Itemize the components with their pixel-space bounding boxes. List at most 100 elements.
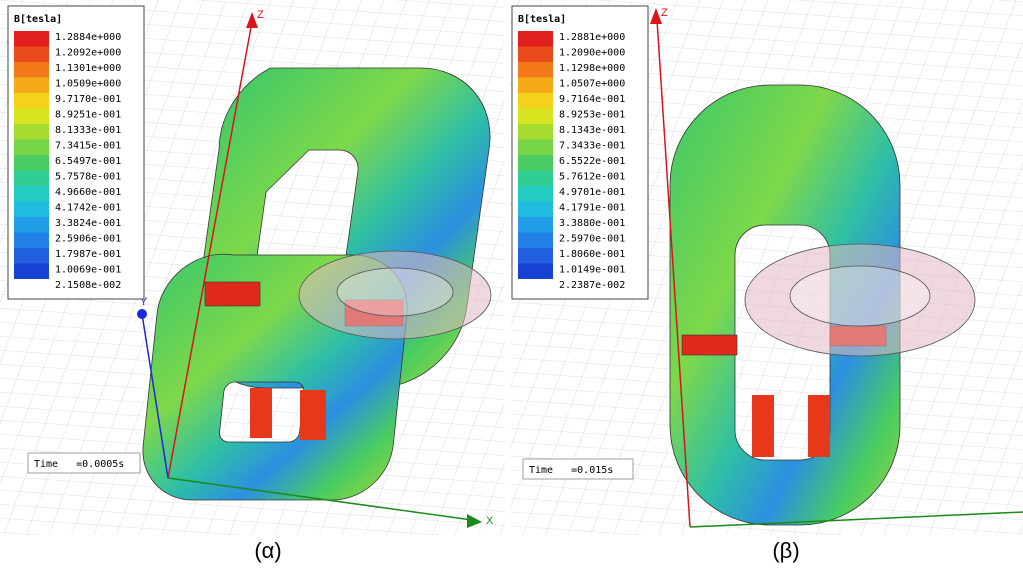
legend-value: 9.7170e-001 xyxy=(55,94,121,105)
legend-swatch xyxy=(518,31,553,47)
legend-value: 1.7987e-001 xyxy=(55,249,121,260)
z-axis xyxy=(167,21,253,479)
legend-swatch xyxy=(14,62,49,78)
legend-swatch xyxy=(518,62,553,78)
legend-value: 1.2884e+000 xyxy=(55,32,121,43)
legend-swatch xyxy=(14,201,49,217)
legend-swatch xyxy=(14,170,49,186)
legend-title: B[tesla] xyxy=(14,14,62,25)
legend-swatch xyxy=(14,263,49,279)
time-box xyxy=(27,452,141,474)
arrow xyxy=(246,12,258,28)
legend-swatch xyxy=(518,232,553,248)
legend-value: 4.1742e-001 xyxy=(55,203,121,214)
legend-value: 7.3415e-001 xyxy=(55,141,121,152)
legend-value: 1.1298e+000 xyxy=(559,63,625,74)
legend-value: 3.3880e-001 xyxy=(559,218,625,229)
legend-value: 2.2387e-002 xyxy=(559,280,625,291)
legend-value: 7.3433e-001 xyxy=(559,141,625,152)
legend-value: 1.1301e+000 xyxy=(55,63,121,74)
legend-swatch xyxy=(518,248,553,264)
x-label: X xyxy=(486,515,494,527)
hotspot xyxy=(204,281,261,307)
time-box xyxy=(522,458,634,480)
legend-swatch xyxy=(518,155,553,171)
legend-swatch xyxy=(14,31,49,47)
arrow xyxy=(650,8,662,24)
legend-swatch xyxy=(14,155,49,171)
legend-swatch xyxy=(518,217,553,233)
axes-right xyxy=(650,8,1023,528)
legend-value: 2.5970e-001 xyxy=(559,234,625,245)
coil xyxy=(744,243,976,357)
legend-swatch xyxy=(14,139,49,155)
legend-value: 1.2090e+000 xyxy=(559,48,625,59)
legend-swatch xyxy=(518,108,553,124)
legend-value: 1.0509e+000 xyxy=(55,79,121,90)
y-label: Y xyxy=(140,296,148,308)
legend-swatch xyxy=(518,170,553,186)
legend-swatch xyxy=(14,108,49,124)
legend-value: 5.7578e-001 xyxy=(55,172,121,183)
z-axis xyxy=(656,19,691,528)
coil-hole xyxy=(789,265,931,327)
hotspot xyxy=(681,334,738,356)
legend-value: 1.0069e-001 xyxy=(55,265,121,276)
x-axis xyxy=(167,477,473,521)
legend-swatch xyxy=(518,263,553,279)
legend-swatch xyxy=(14,124,49,140)
legend-value: 4.9701e-001 xyxy=(559,187,625,198)
hotspot xyxy=(752,395,774,457)
core-model xyxy=(669,84,976,526)
legend-swatch xyxy=(14,93,49,109)
legend-value: 9.7164e-001 xyxy=(559,94,625,105)
legend-title: B[tesla] xyxy=(518,14,566,25)
hotspot xyxy=(250,388,272,438)
axes-left xyxy=(137,12,482,528)
core-model xyxy=(142,67,492,501)
legend-value: 6.5522e-001 xyxy=(559,156,625,167)
legend-value: 2.1508e-002 xyxy=(55,280,121,291)
legend-value: 3.3824e-001 xyxy=(55,218,121,229)
legend-value: 5.7612e-001 xyxy=(559,172,625,183)
legend-value: 1.2881e+000 xyxy=(559,32,625,43)
legend-swatch xyxy=(518,124,553,140)
legend-swatch xyxy=(14,232,49,248)
caption: (β) xyxy=(772,538,799,563)
coil-hole xyxy=(336,267,454,317)
time-label: Time =0.015s xyxy=(529,465,613,476)
legend-value: 6.5497e-001 xyxy=(55,156,121,167)
coil xyxy=(298,250,492,340)
legend-value: 2.5906e-001 xyxy=(55,234,121,245)
legend-swatch xyxy=(14,217,49,233)
legend-value: 1.8060e-001 xyxy=(559,249,625,260)
legend-value: 1.2092e+000 xyxy=(55,48,121,59)
core xyxy=(669,84,901,526)
legend-swatch xyxy=(518,201,553,217)
legend-swatch xyxy=(518,77,553,93)
axis-dot xyxy=(137,309,147,319)
legend-value: 1.0507e+000 xyxy=(559,79,625,90)
hotspot xyxy=(808,395,830,457)
y-axis xyxy=(141,313,169,479)
legend-swatch xyxy=(14,77,49,93)
arrow xyxy=(467,514,482,528)
legend-swatch xyxy=(14,248,49,264)
hotspot xyxy=(300,390,326,440)
legend-value: 4.9660e-001 xyxy=(55,187,121,198)
z-label: Z xyxy=(257,9,264,21)
time-label: Time =0.0005s xyxy=(34,459,124,470)
legend-swatch xyxy=(518,93,553,109)
legend-swatch xyxy=(14,46,49,62)
x-axis xyxy=(689,511,1023,528)
legend-swatch xyxy=(518,46,553,62)
legend-swatch xyxy=(14,186,49,202)
legend-value: 4.1791e-001 xyxy=(559,203,625,214)
legend-value: 8.9253e-001 xyxy=(559,110,625,121)
legend-swatch xyxy=(518,139,553,155)
legend-swatch xyxy=(518,186,553,202)
legend-value: 8.9251e-001 xyxy=(55,110,121,121)
legend-value: 8.1333e-001 xyxy=(55,125,121,136)
caption: (α) xyxy=(254,538,281,563)
